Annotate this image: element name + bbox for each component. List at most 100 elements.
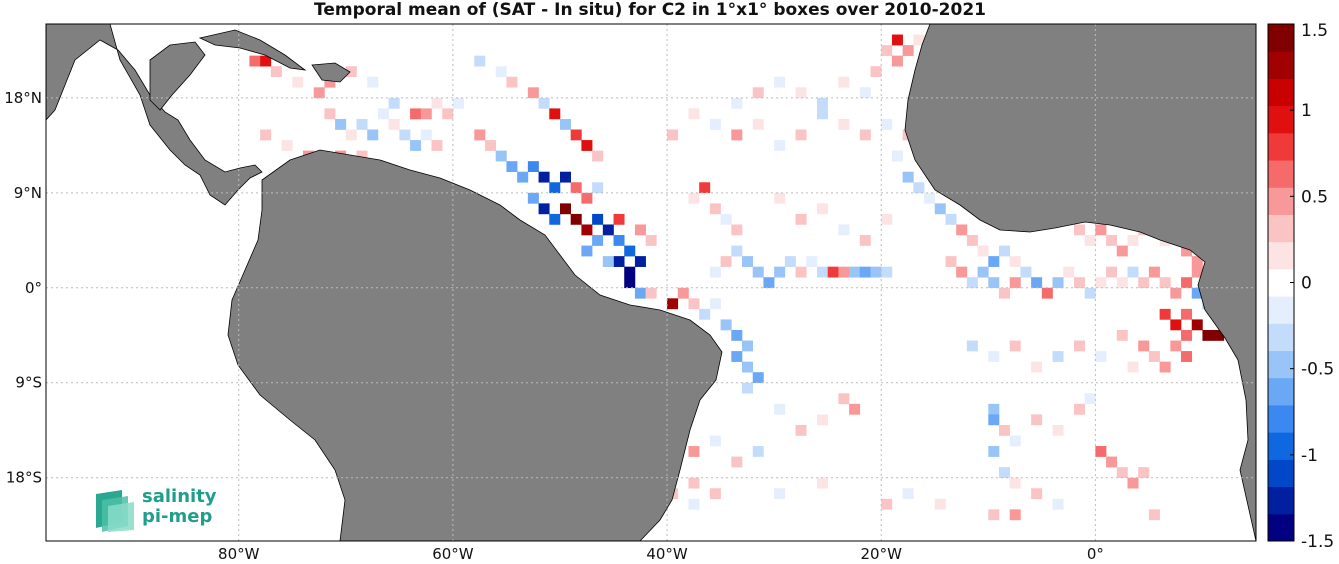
data-cell <box>602 256 614 267</box>
data-cell <box>699 182 711 194</box>
data-cell <box>559 203 571 215</box>
lon-tick-label: 60°W <box>432 545 474 563</box>
data-cell <box>1084 235 1096 246</box>
data-cell <box>1181 245 1193 257</box>
data-cell <box>313 87 325 99</box>
data-cell <box>592 213 604 225</box>
data-cell <box>356 150 368 162</box>
data-cell <box>1031 414 1043 426</box>
data-cell <box>1084 287 1096 299</box>
plot-frame <box>45 23 1257 542</box>
data-cell <box>688 446 700 457</box>
colorbar-segment <box>1268 513 1294 542</box>
data-cell <box>720 319 732 331</box>
data-cell <box>1181 277 1193 289</box>
data-cell <box>260 129 272 141</box>
data-cell <box>999 287 1011 299</box>
data-cell <box>816 97 828 109</box>
data-cell <box>624 266 636 278</box>
data-cell <box>966 235 978 246</box>
data-cell <box>1159 361 1171 373</box>
data-cell <box>527 161 539 173</box>
data-cell <box>1095 446 1107 457</box>
data-cell <box>1073 403 1085 415</box>
data-cell <box>870 66 882 78</box>
data-cell <box>410 140 422 151</box>
lat-tick-label: 18°S <box>6 469 42 487</box>
lat-tick-label: 9°N <box>14 184 42 202</box>
data-cell <box>452 97 464 109</box>
data-cell <box>581 224 593 236</box>
data-cell <box>902 45 914 56</box>
data-cell <box>538 203 550 215</box>
data-cell <box>752 118 764 130</box>
data-cell <box>1063 266 1075 278</box>
axis-labels: 80°W 60°W 40°W 20°W 0° 18°N 9°N 0° 9°S 18°S <box>4 89 1104 563</box>
data-cell <box>345 129 357 141</box>
data-cell <box>1213 329 1225 341</box>
data-cell <box>1073 340 1085 352</box>
data-cell <box>688 298 700 310</box>
colorbar-segment <box>1268 459 1294 488</box>
data-cell <box>945 213 957 225</box>
data-cell <box>1052 277 1064 289</box>
colorbar-segment <box>1268 51 1294 79</box>
data-cell <box>795 87 807 99</box>
data-cell <box>913 182 925 194</box>
colorbar-tick-label: 0 <box>1301 274 1312 294</box>
data-cell <box>474 55 486 67</box>
data-cell <box>688 498 700 510</box>
data-cell <box>742 340 754 352</box>
data-cell <box>849 266 861 278</box>
data-cell <box>527 87 539 99</box>
data-cell <box>1031 488 1043 500</box>
data-cell <box>881 118 893 130</box>
data-cell <box>774 266 786 278</box>
data-cell <box>1009 256 1021 267</box>
data-cell <box>816 108 828 120</box>
data-cell <box>495 150 507 162</box>
data-cell <box>1095 351 1107 362</box>
data-cell <box>1084 393 1096 405</box>
data-cell <box>1181 329 1193 341</box>
data-cell <box>388 118 400 130</box>
data-cell <box>859 129 871 141</box>
data-cell <box>1106 456 1118 468</box>
colorbar-segment <box>1268 187 1294 215</box>
data-cell <box>709 435 721 447</box>
data-cell <box>559 171 571 183</box>
data-cell <box>1148 509 1160 521</box>
data-cell <box>677 287 689 299</box>
data-cell <box>324 76 336 88</box>
data-cell <box>709 266 721 278</box>
data-cell <box>1170 319 1182 331</box>
data-cell <box>795 129 807 141</box>
land-masses <box>46 24 1256 541</box>
data-cell <box>1009 435 1021 447</box>
data-cell <box>281 140 293 151</box>
colorbar-segment <box>1268 241 1294 270</box>
data-cell <box>613 256 625 267</box>
data-cell <box>624 277 636 289</box>
data-cell <box>774 403 786 415</box>
data-cell <box>1095 277 1107 289</box>
data-cell <box>827 266 839 278</box>
data-cell <box>859 87 871 99</box>
data-cell <box>367 129 379 141</box>
data-cell <box>581 192 593 204</box>
data-cell <box>570 213 582 225</box>
data-cell <box>891 150 903 162</box>
data-cell <box>1191 287 1203 299</box>
data-cell <box>988 351 1000 362</box>
data-cell <box>1202 329 1214 341</box>
data-cell <box>1138 340 1150 352</box>
data-cell <box>977 245 989 257</box>
data-cell <box>870 266 882 278</box>
data-cell <box>1170 340 1182 352</box>
data-cell <box>752 266 764 278</box>
data-cell <box>1181 351 1193 362</box>
lat-tick-label: 9°S <box>15 374 42 392</box>
data-cell <box>688 477 700 489</box>
data-cell <box>399 129 411 141</box>
